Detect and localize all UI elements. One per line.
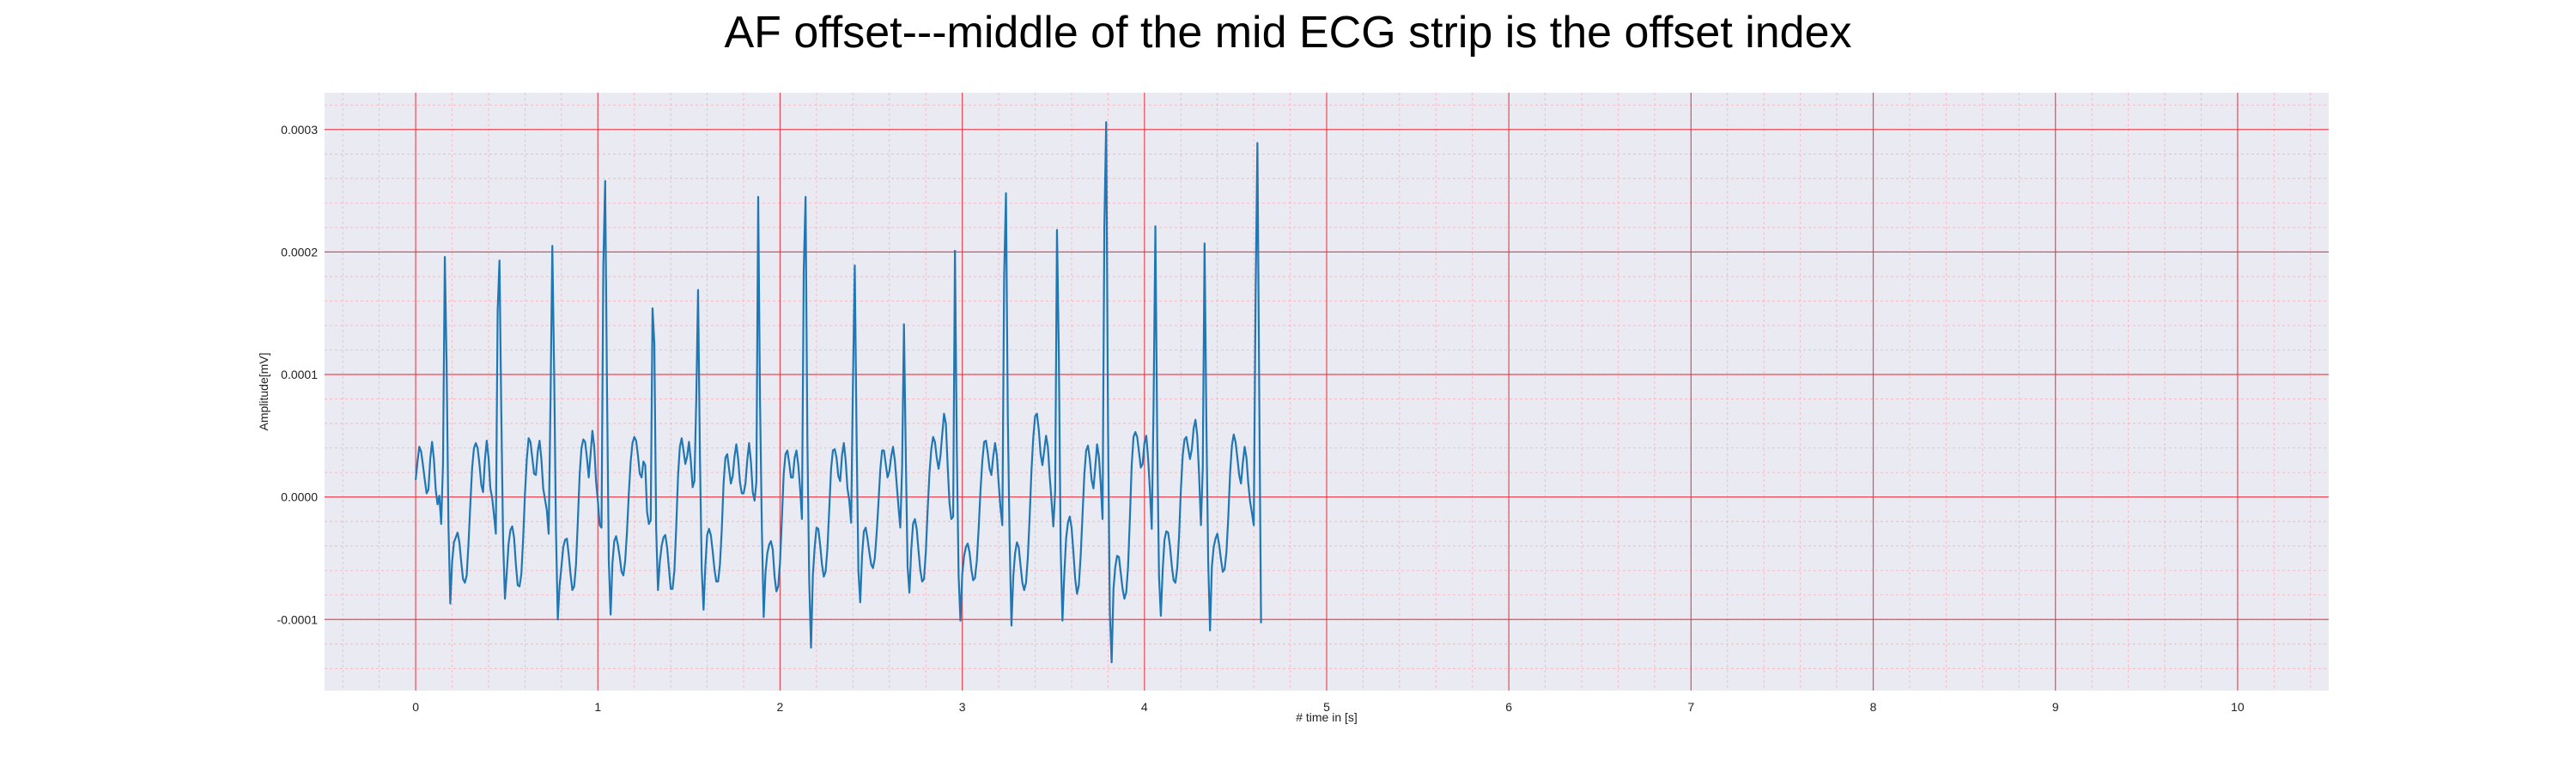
x-tick-label: 1: [594, 700, 601, 714]
x-tick-label: 3: [959, 700, 966, 714]
x-tick-label: 7: [1687, 700, 1694, 714]
y-tick-label: 0.0003: [281, 123, 318, 137]
y-tick-label: 0.0001: [281, 368, 318, 381]
y-axis-label: Amplitude[mV]: [257, 352, 270, 430]
y-tick-labels: -0.0001 0.0000 0.0001 0.0002 0.0003: [277, 123, 319, 626]
x-tick-label: 2: [777, 700, 784, 714]
x-tick-label: 10: [2231, 700, 2245, 714]
x-tick-label: 9: [2052, 700, 2059, 714]
x-tick-label: 6: [1505, 700, 1512, 714]
x-axis-label: # time in [s]: [1296, 710, 1358, 724]
y-tick-label: -0.0001: [277, 612, 319, 626]
x-tick-label: 4: [1141, 700, 1148, 714]
x-tick-label: 0: [412, 700, 419, 714]
y-tick-label: 0.0002: [281, 245, 318, 259]
y-tick-label: 0.0000: [281, 490, 318, 504]
x-tick-label: 8: [1870, 700, 1877, 714]
